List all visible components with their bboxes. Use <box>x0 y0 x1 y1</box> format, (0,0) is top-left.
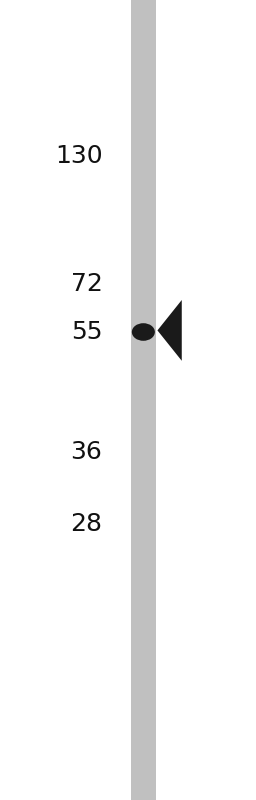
Text: 130: 130 <box>55 144 102 168</box>
Text: 36: 36 <box>70 440 102 464</box>
Ellipse shape <box>132 323 155 341</box>
Polygon shape <box>157 300 182 361</box>
Text: 55: 55 <box>71 320 102 344</box>
Text: 28: 28 <box>70 512 102 536</box>
Bar <box>131 0 156 800</box>
Text: 72: 72 <box>70 272 102 296</box>
